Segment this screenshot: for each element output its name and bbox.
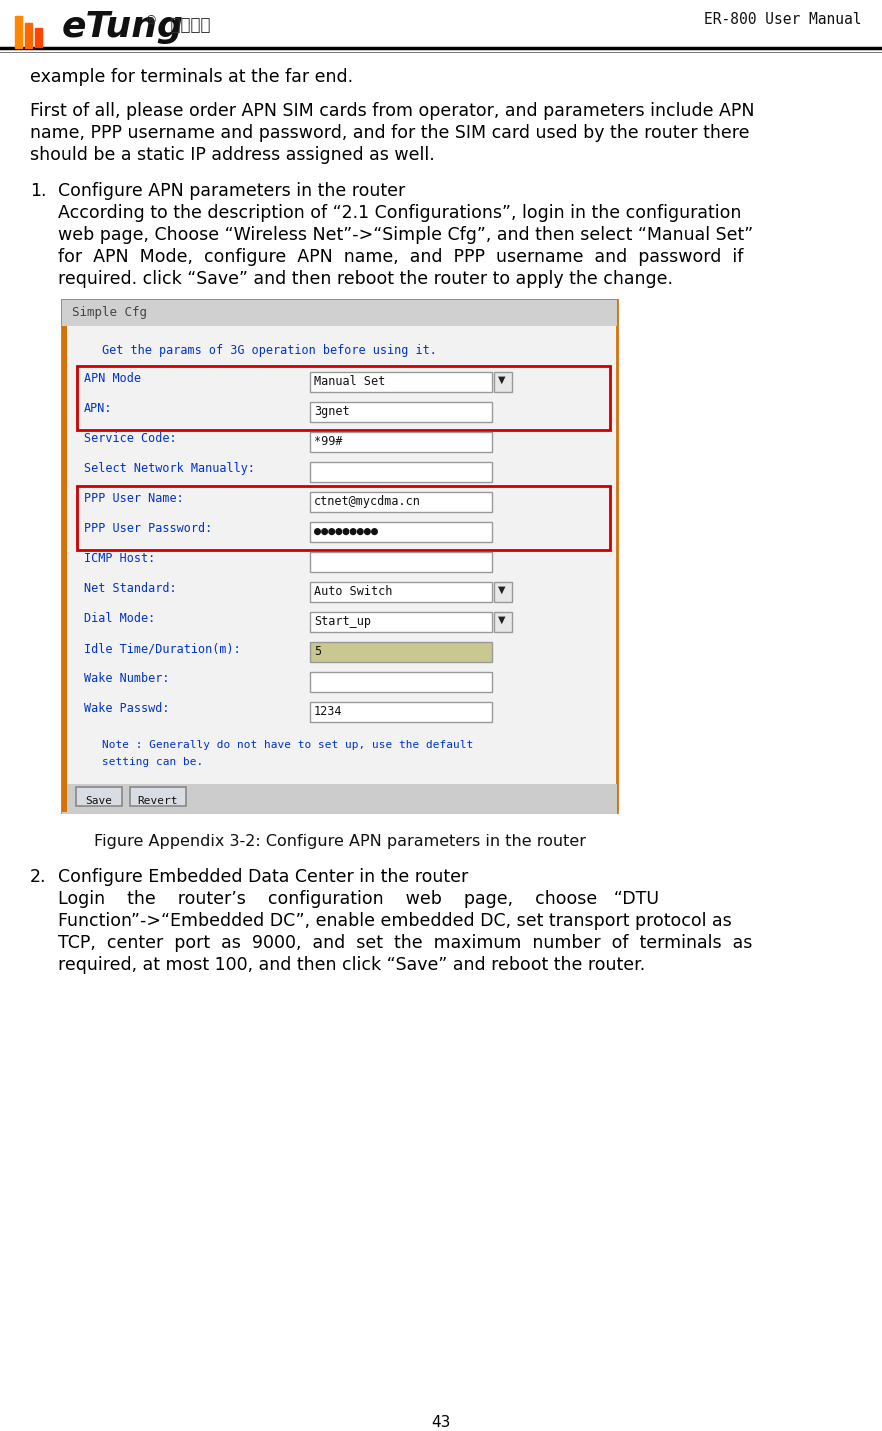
Bar <box>310 462 492 482</box>
Text: Configure Embedded Data Center in the router: Configure Embedded Data Center in the ro… <box>58 869 468 886</box>
FancyArrow shape <box>34 29 41 47</box>
Bar <box>310 612 492 633</box>
Text: ▼: ▼ <box>498 375 505 385</box>
Text: for  APN  Mode,  configure  APN  name,  and  PPP  username  and  password  if: for APN Mode, configure APN name, and PP… <box>58 248 744 266</box>
Text: eTung: eTung <box>62 10 183 44</box>
Text: required, at most 100, and then click “Save” and reboot the router.: required, at most 100, and then click “S… <box>58 956 646 975</box>
Text: 1234: 1234 <box>314 705 342 718</box>
Text: Get the params of 3G operation before using it.: Get the params of 3G operation before us… <box>102 343 437 356</box>
Text: 驿唐科技: 驿唐科技 <box>160 16 211 34</box>
Text: 5: 5 <box>314 645 321 658</box>
Bar <box>77 366 610 429</box>
Text: Configure APN parameters in the router: Configure APN parameters in the router <box>58 182 405 200</box>
FancyArrow shape <box>14 16 21 49</box>
Bar <box>77 487 610 550</box>
Text: 43: 43 <box>431 1415 451 1430</box>
Text: TCP,  center  port  as  9000,  and  set  the  maximum  number  of  terminals  as: TCP, center port as 9000, and set the ma… <box>58 934 752 952</box>
Bar <box>310 703 492 723</box>
Text: Function”->“Embedded DC”, enable embedded DC, set transport protocol as: Function”->“Embedded DC”, enable embedde… <box>58 912 732 930</box>
Bar <box>310 372 492 392</box>
Text: Save: Save <box>86 796 113 806</box>
Bar <box>494 372 512 392</box>
Text: Select Network Manually:: Select Network Manually: <box>84 462 255 475</box>
Text: According to the description of “2.1 Configurations”, login in the configuration: According to the description of “2.1 Con… <box>58 205 742 222</box>
Text: ®: ® <box>144 14 156 27</box>
Text: web page, Choose “Wireless Net”->“Simple Cfg”, and then select “Manual Set”: web page, Choose “Wireless Net”->“Simple… <box>58 226 753 245</box>
Bar <box>62 784 617 814</box>
Bar <box>62 301 617 326</box>
Bar <box>130 787 186 806</box>
Bar <box>62 326 67 811</box>
Bar <box>310 522 492 542</box>
Text: example for terminals at the far end.: example for terminals at the far end. <box>30 69 353 86</box>
Text: APN Mode: APN Mode <box>84 372 141 385</box>
Text: Net Standard:: Net Standard: <box>84 582 176 595</box>
Text: ●●●●●●●●●: ●●●●●●●●● <box>314 525 378 538</box>
Text: Note : Generally do not have to set up, use the default: Note : Generally do not have to set up, … <box>102 740 474 750</box>
Bar <box>310 492 492 512</box>
Bar <box>310 673 492 693</box>
Bar <box>310 643 492 663</box>
Text: ER-800 User Manual: ER-800 User Manual <box>705 11 862 27</box>
Bar <box>494 582 512 602</box>
Text: Login    the    router’s    configuration    web    page,    choose   “DTU: Login the router’s configuration web pag… <box>58 890 659 909</box>
Bar <box>494 612 512 633</box>
Text: PPP User Password:: PPP User Password: <box>84 522 213 535</box>
Text: Figure Appendix 3-2: Configure APN parameters in the router: Figure Appendix 3-2: Configure APN param… <box>93 834 586 849</box>
Text: First of all, please order APN SIM cards from operator, and parameters include A: First of all, please order APN SIM cards… <box>30 102 754 120</box>
Text: APN:: APN: <box>84 402 113 415</box>
Text: setting can be.: setting can be. <box>102 757 203 767</box>
Text: Manual Set: Manual Set <box>314 375 385 388</box>
Text: Auto Switch: Auto Switch <box>314 585 392 598</box>
Text: required. click “Save” and then reboot the router to apply the change.: required. click “Save” and then reboot t… <box>58 270 673 288</box>
Text: Idle Time/Duration(m):: Idle Time/Duration(m): <box>84 643 241 655</box>
Bar <box>310 402 492 422</box>
Text: 3gnet: 3gnet <box>314 405 349 418</box>
Bar <box>310 432 492 452</box>
Bar <box>76 787 122 806</box>
Bar <box>62 301 617 811</box>
Text: name, PPP username and password, and for the SIM card used by the router there: name, PPP username and password, and for… <box>30 124 750 142</box>
Text: ▼: ▼ <box>498 615 505 625</box>
Text: Wake Passwd:: Wake Passwd: <box>84 703 169 716</box>
Text: Service Code:: Service Code: <box>84 432 176 445</box>
Bar <box>310 552 492 572</box>
FancyArrow shape <box>25 23 32 49</box>
Text: ICMP Host:: ICMP Host: <box>84 552 155 565</box>
Text: *99#: *99# <box>314 435 342 448</box>
Text: Revert: Revert <box>138 796 178 806</box>
Text: Wake Number:: Wake Number: <box>84 673 169 685</box>
Bar <box>310 582 492 602</box>
Text: ctnet@mycdma.cn: ctnet@mycdma.cn <box>314 495 421 508</box>
Text: ▼: ▼ <box>498 585 505 595</box>
Text: Simple Cfg: Simple Cfg <box>72 306 147 319</box>
Text: Dial Mode:: Dial Mode: <box>84 612 155 625</box>
Text: 1.: 1. <box>30 182 47 200</box>
Text: PPP User Name:: PPP User Name: <box>84 492 183 505</box>
Text: 2.: 2. <box>30 869 47 886</box>
Text: Start_up: Start_up <box>314 615 371 628</box>
Text: should be a static IP address assigned as well.: should be a static IP address assigned a… <box>30 146 435 165</box>
